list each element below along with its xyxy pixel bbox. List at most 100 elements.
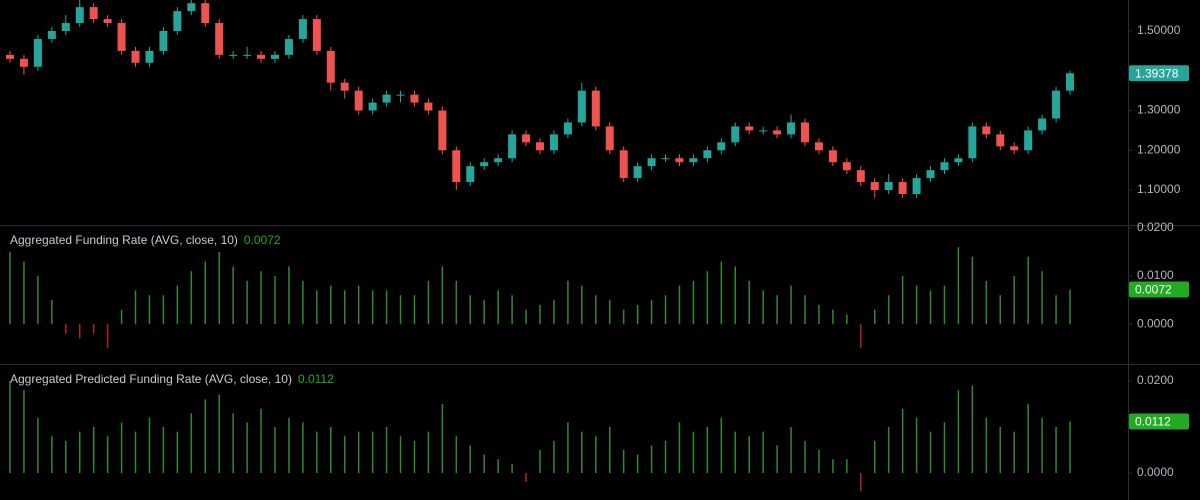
bar (1027, 256, 1029, 325)
bar (553, 300, 555, 325)
y-tick-label: 1.50000 (1137, 23, 1181, 37)
bar (469, 295, 472, 325)
bar (790, 285, 792, 325)
bar (413, 295, 416, 325)
candle-body (898, 182, 907, 194)
candle-body (759, 130, 768, 132)
candle-body (856, 170, 865, 183)
candle-body (131, 50, 140, 63)
bar (860, 473, 862, 492)
y-tick-label: 0.0100 (1137, 268, 1174, 282)
candle-body (494, 158, 503, 163)
last-value-label: 0.0072 (1135, 283, 1172, 297)
bar (873, 309, 876, 325)
bar (539, 450, 541, 473)
candle-body (982, 126, 991, 135)
bar (985, 280, 988, 325)
bar (37, 276, 39, 325)
bar (371, 431, 374, 473)
bar (511, 463, 513, 473)
last-value-label: 0.0112 (1135, 415, 1171, 429)
candle-body (215, 23, 224, 55)
candle-body (689, 158, 698, 163)
y-tick-label: 0.0200 (1137, 373, 1174, 387)
candle-body (717, 142, 726, 151)
bar (873, 440, 876, 473)
bar (51, 300, 53, 325)
bar (204, 261, 207, 325)
bar (832, 309, 834, 325)
bar (650, 300, 653, 325)
candle-body (870, 182, 879, 191)
bar (120, 309, 123, 325)
bar (832, 459, 834, 473)
bar (148, 417, 151, 473)
bar (260, 408, 262, 473)
pane-title: Aggregated Predicted Funding Rate (AVG, … (10, 372, 292, 386)
pane-value: 0.0072 (244, 233, 281, 247)
bar (218, 251, 220, 325)
candle-body (354, 90, 363, 111)
candle-body (884, 182, 893, 191)
candle-body (452, 150, 461, 183)
bar (455, 436, 458, 473)
bar (1055, 295, 1057, 325)
candle-body (563, 122, 572, 135)
candle-body (522, 134, 531, 143)
bar (357, 285, 360, 325)
candle-body (912, 178, 921, 194)
y-tick-label: 1.30000 (1137, 103, 1181, 117)
bar (957, 390, 960, 473)
bar (706, 271, 709, 325)
candle-body (368, 102, 377, 111)
bar (525, 473, 527, 483)
candle-body (675, 158, 684, 163)
candle-body (745, 126, 754, 131)
bar (929, 290, 932, 325)
bar (692, 431, 695, 473)
candle-body (33, 38, 42, 67)
bar (302, 422, 304, 473)
candle-body (1052, 90, 1061, 119)
bar (92, 427, 95, 473)
bar (316, 290, 318, 325)
bar (818, 450, 820, 473)
bar (483, 300, 485, 325)
pane-value: 0.0112 (298, 372, 334, 386)
bar (1069, 421, 1071, 473)
bar (1069, 289, 1071, 325)
bar (9, 251, 11, 325)
bar (51, 436, 53, 473)
bar (957, 247, 960, 325)
candle-body (424, 102, 433, 111)
candle-body (842, 162, 851, 171)
bar (622, 309, 625, 325)
bar (190, 413, 193, 473)
bar (1055, 427, 1057, 473)
bar (748, 436, 750, 473)
bar (846, 459, 848, 473)
candle-body (159, 31, 168, 51)
candle-body (284, 38, 293, 55)
bar (441, 266, 444, 325)
bar (162, 295, 165, 325)
candle-body (591, 90, 600, 127)
candle-body (438, 110, 447, 151)
bar (371, 290, 374, 325)
bar (595, 436, 597, 473)
last-value-box (1129, 65, 1189, 82)
bar (511, 295, 513, 325)
bar (1041, 271, 1043, 325)
bar (232, 413, 234, 473)
y-tick-label: 1.20000 (1137, 142, 1181, 156)
bar (92, 324, 95, 334)
bar (246, 422, 248, 473)
candle-body (173, 11, 182, 32)
candle-body (257, 54, 266, 59)
candle-body (1066, 73, 1074, 91)
candle-body (508, 134, 517, 159)
bar (330, 285, 332, 325)
candle-body (396, 94, 405, 96)
bar (971, 385, 974, 473)
